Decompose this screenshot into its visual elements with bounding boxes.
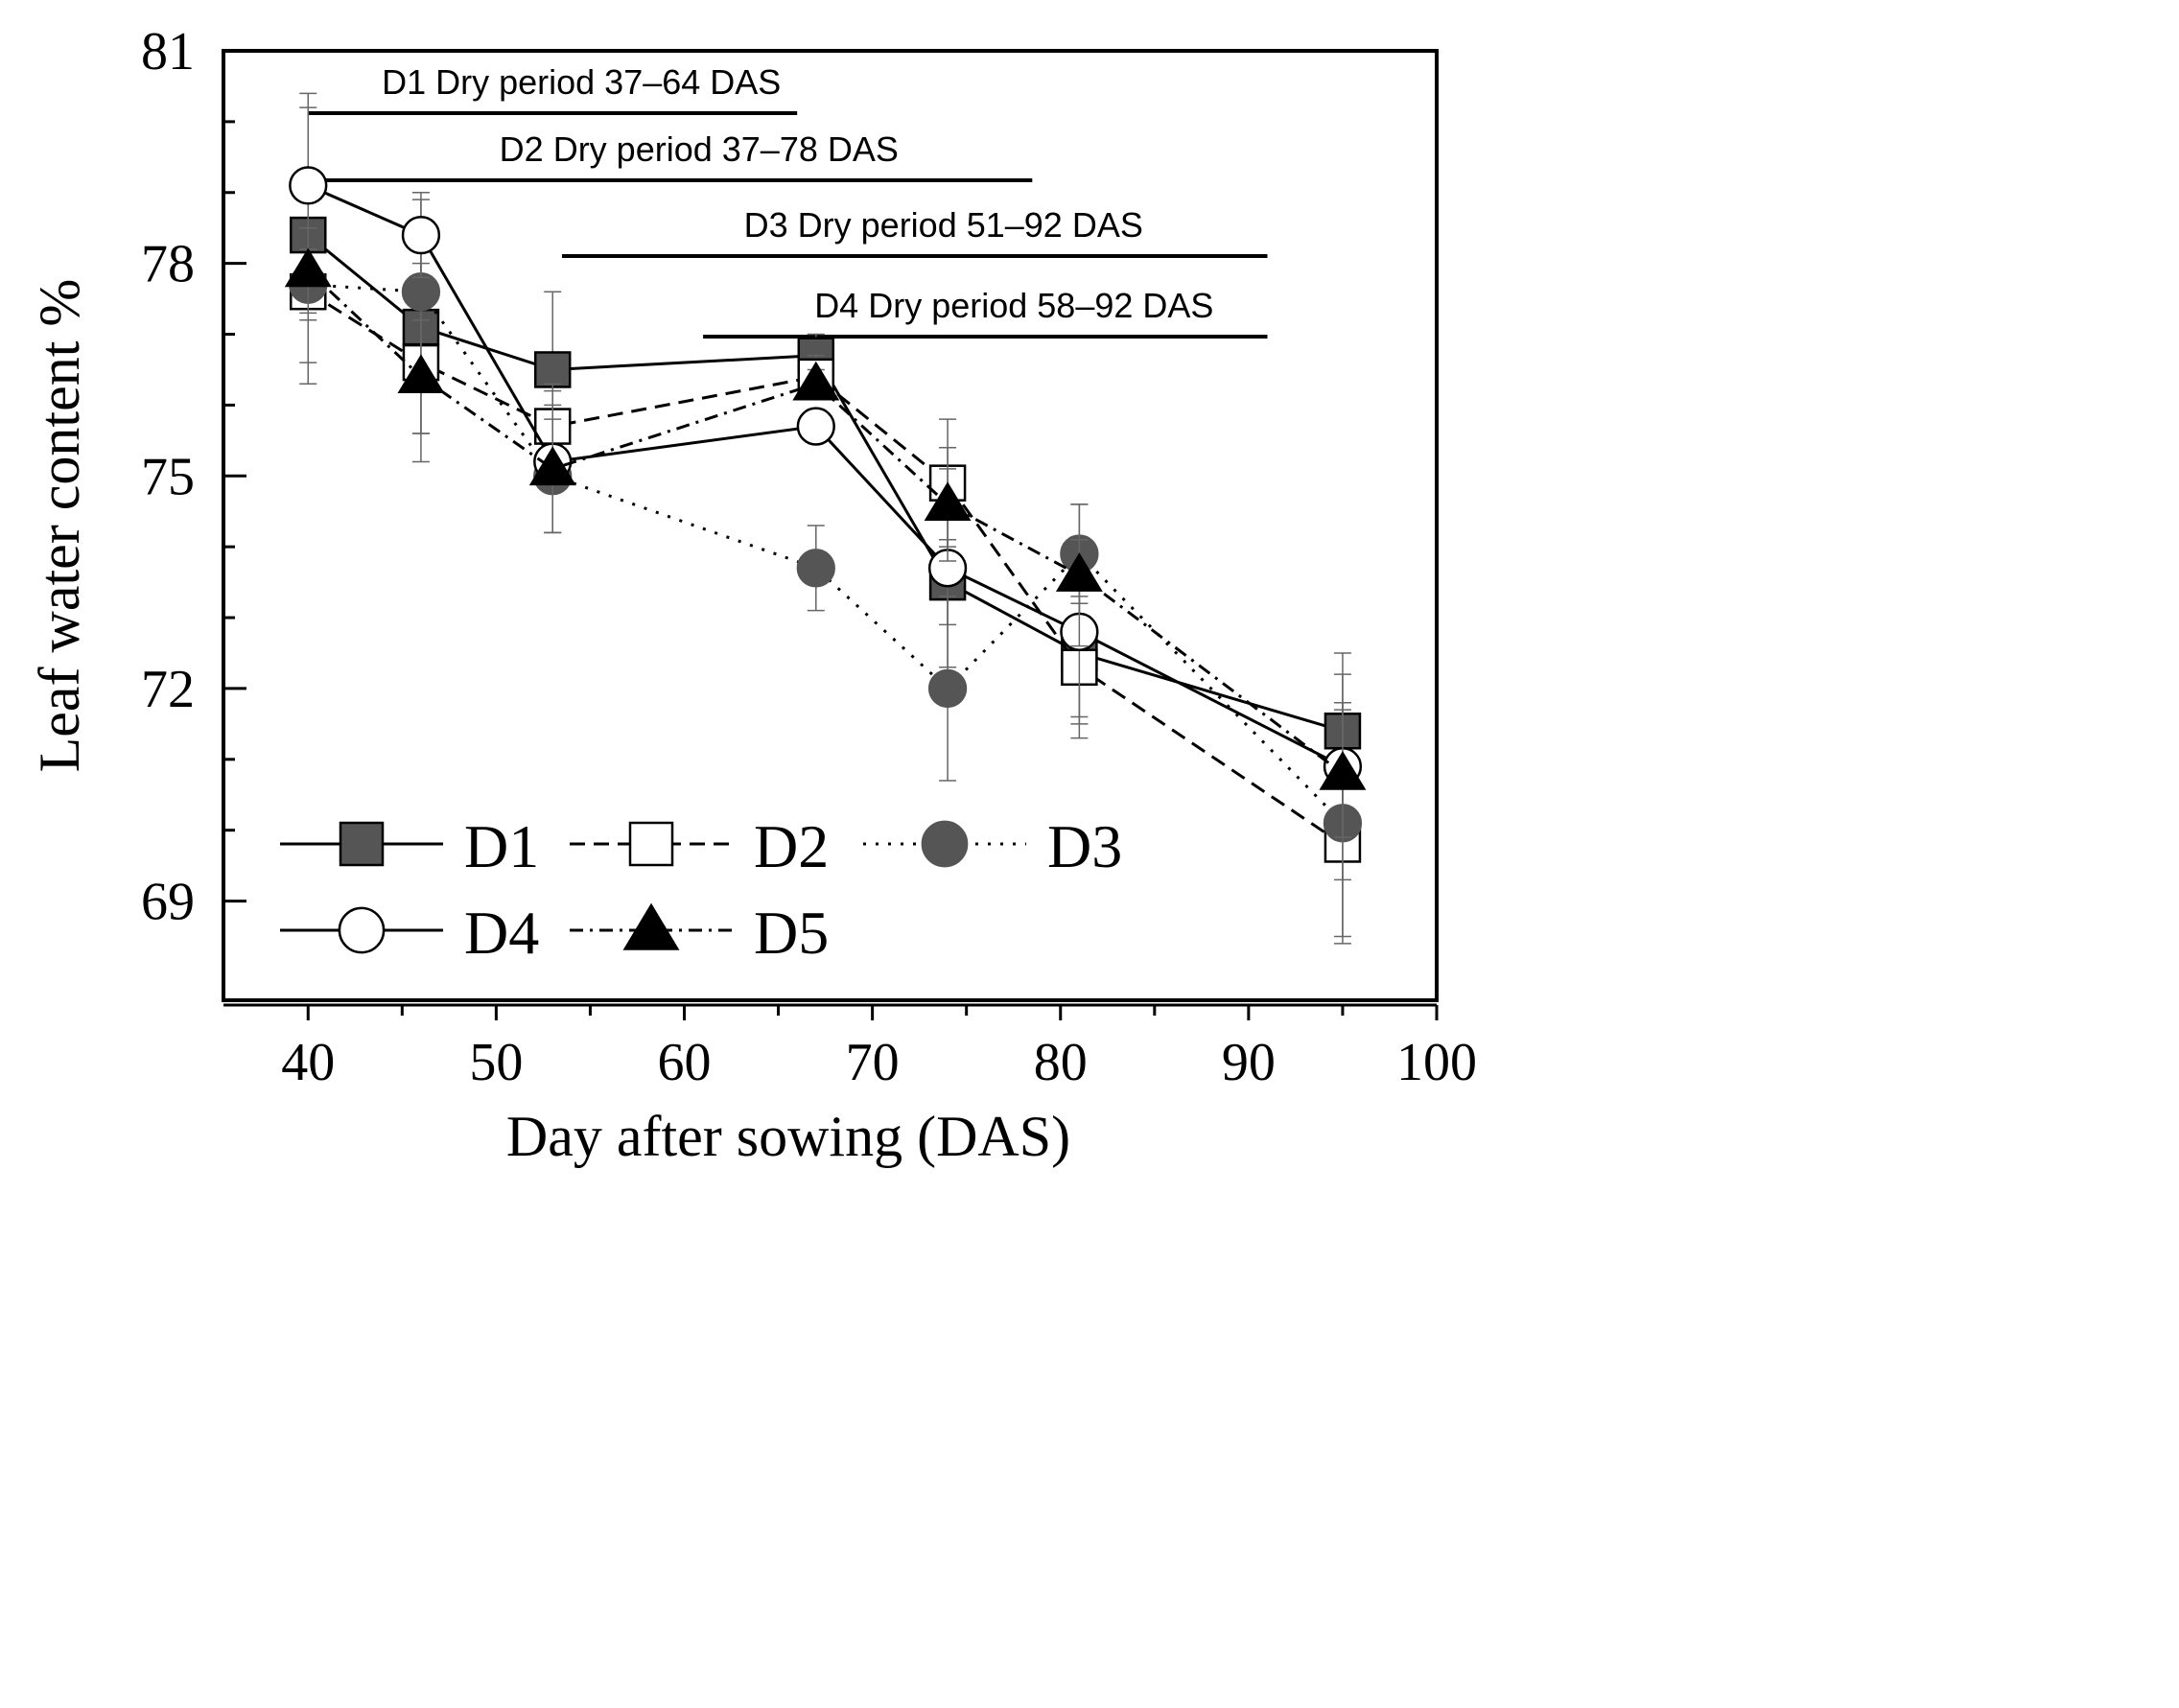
dry-period-label: D2 Dry period 37–78 DAS	[500, 129, 899, 169]
plot-frame	[222, 49, 1439, 1002]
y-tick-label: 69	[141, 873, 195, 932]
legend-item-d4: D4	[280, 899, 539, 967]
x-tick-label: 70	[846, 1033, 900, 1092]
y-axis: 69 72 75 78 81	[141, 22, 246, 932]
data-point	[792, 361, 840, 401]
x-tick-label: 100	[1396, 1033, 1477, 1092]
data-point	[289, 166, 328, 205]
data-point	[796, 407, 835, 446]
legend-label: D5	[754, 899, 829, 967]
data-point	[284, 247, 332, 288]
legend-item-d1: D1	[280, 812, 539, 880]
legend-item-d2: D2	[570, 812, 829, 880]
data-point	[401, 215, 441, 255]
data-point	[927, 668, 968, 709]
x-tick-label: 60	[658, 1033, 712, 1092]
legend-label: D3	[1047, 812, 1122, 880]
legend-item-d3: D3	[863, 812, 1122, 880]
data-point	[924, 481, 972, 522]
dry-period-label: D4 Dry period 58–92 DAS	[814, 286, 1213, 325]
legend-marker	[628, 821, 674, 867]
legend: D1 D2 D3 D4 D5	[280, 812, 1122, 967]
dry-period-label: D1 Dry period 37–64 DAS	[382, 62, 781, 102]
leaf-water-content-chart: D1 Dry period 37–64 DAS D2 Dry period 37–…	[28, 22, 1477, 1168]
legend-marker	[622, 902, 680, 950]
y-axis-title: Leaf water content %	[28, 279, 91, 773]
data-point	[533, 351, 572, 388]
series-layer	[284, 92, 1367, 945]
x-axis: 40 50 60 70 80 90 100	[223, 1003, 1477, 1092]
legend-marker	[339, 821, 385, 867]
x-axis-title: Day after sowing (DAS)	[506, 1105, 1070, 1168]
y-tick-label: 72	[141, 660, 195, 719]
data-point	[528, 446, 576, 486]
x-tick-label: 40	[281, 1033, 335, 1092]
x-tick-label: 50	[469, 1033, 523, 1092]
legend-label: D4	[464, 899, 539, 967]
data-point	[796, 549, 835, 588]
legend-marker	[338, 906, 386, 954]
data-point	[1319, 751, 1367, 790]
dry-period-annotations: D1 Dry period 37–64 DAS D2 Dry period 37–…	[308, 62, 1268, 339]
y-tick-label: 78	[141, 235, 195, 294]
dry-period-label: D3 Dry period 51–92 DAS	[744, 205, 1143, 245]
y-tick-label: 81	[141, 22, 195, 82]
series-line	[307, 183, 1344, 768]
x-tick-label: 80	[1034, 1033, 1088, 1092]
data-point	[1055, 552, 1103, 592]
legend-marker	[921, 820, 969, 868]
y-tick-label: 75	[141, 447, 195, 506]
x-tick-label: 90	[1222, 1033, 1276, 1092]
data-point	[397, 354, 445, 394]
legend-label: D2	[754, 812, 829, 880]
legend-item-d5: D5	[570, 899, 829, 967]
legend-label: D1	[464, 812, 539, 880]
data-point	[401, 272, 441, 312]
series-d5	[284, 226, 1367, 838]
